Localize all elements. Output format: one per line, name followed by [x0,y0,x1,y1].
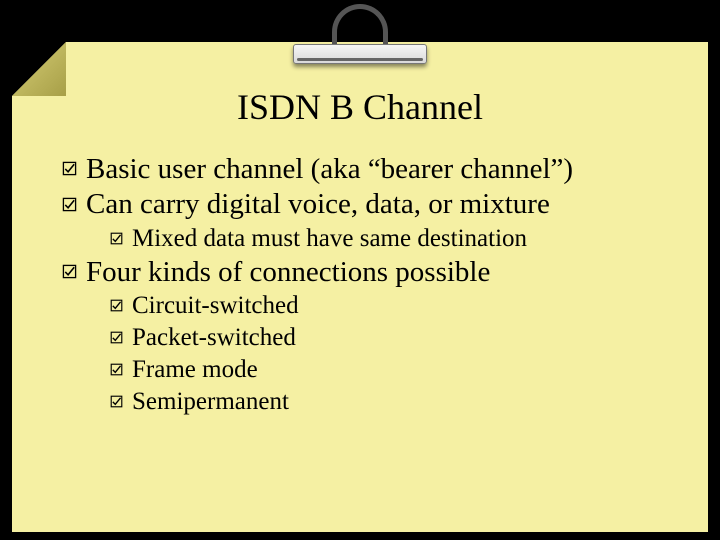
list-item-text: Packet-switched [132,324,296,351]
checkmark-bullet-icon [62,161,77,176]
checkmark-bullet-icon [110,395,123,408]
list-item: Four kinds of connections possibleCircui… [62,255,678,418]
list-item-text: Frame mode [132,356,258,383]
list-item-text: Basic user channel (aka “bearer channel”… [86,153,573,185]
list-item: Semipermanent [110,386,678,418]
checkmark-bullet-icon [62,264,77,279]
list-item: Can carry digital voice, data, or mixtur… [62,187,678,254]
sub-bullet-list: Mixed data must have same destination [110,223,678,255]
sticky-note: ISDN B Channel Basic user channel (aka “… [12,42,708,532]
checkmark-bullet-icon [62,197,77,212]
list-item-text: Can carry digital voice, data, or mixtur… [86,188,550,220]
list-item: Basic user channel (aka “bearer channel”… [62,152,678,187]
checkmark-bullet-icon [110,232,123,245]
list-item-text: Four kinds of connections possible [86,256,490,288]
binder-clip [275,4,445,94]
list-item: Packet-switched [110,322,678,354]
list-item: Circuit-switched [110,290,678,322]
sub-bullet-list: Circuit-switched Packet-switched Frame mod… [110,290,678,418]
list-item-text: Circuit-switched [132,292,299,319]
checkmark-bullet-icon [110,363,123,376]
slide-content: ISDN B Channel Basic user channel (aka “… [12,86,708,418]
bullet-list: Basic user channel (aka “bearer channel”… [62,152,678,418]
checkmark-bullet-icon [110,331,123,344]
list-item-text: Mixed data must have same destination [132,225,527,252]
list-item: Mixed data must have same destination [110,223,678,255]
list-item: Frame mode [110,354,678,386]
checkmark-bullet-icon [110,299,123,312]
list-item-text: Semipermanent [132,388,289,415]
clip-bar-icon [293,44,427,64]
